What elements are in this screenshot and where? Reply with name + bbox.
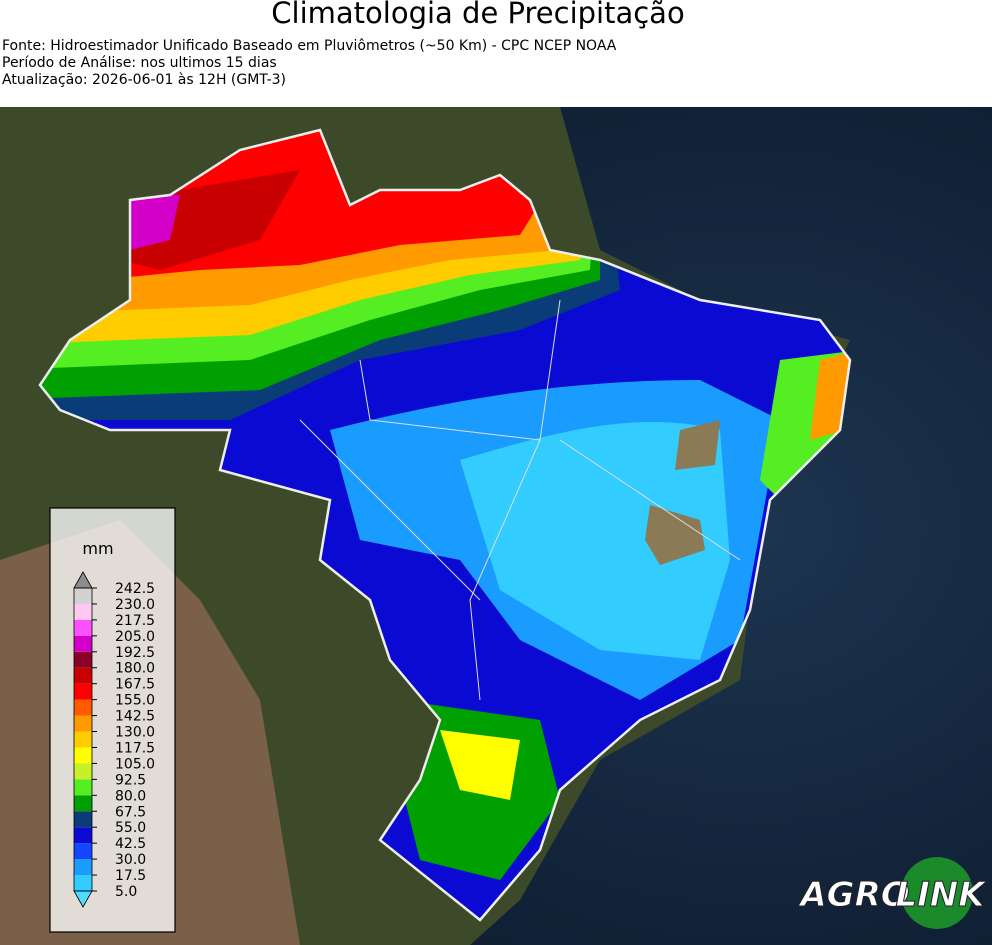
colorbar-segment	[74, 619, 92, 636]
colorbar-segment	[74, 731, 92, 748]
colorbar-segment	[74, 859, 92, 876]
colorbar-tick-label: 5.0	[115, 884, 137, 900]
colorbar-segment	[74, 763, 92, 780]
logo-left: AGRO	[797, 875, 909, 915]
colorbar-tick-label: 217.5	[115, 613, 155, 629]
colorbar: 5.017.530.042.555.067.580.092.5105.0117.…	[73, 571, 155, 908]
colorbar-tick-label: 80.0	[115, 788, 146, 804]
colorbar-segment	[74, 651, 92, 668]
colorbar-tick-label: 242.5	[115, 581, 155, 597]
period-line: Período de Análise: nos ultimos 15 dias	[2, 55, 277, 71]
colorbar-tick-label: 117.5	[115, 740, 155, 756]
title: Climatologia de Precipitação	[271, 0, 685, 30]
colorbar-tick-label: 67.5	[115, 804, 146, 820]
colorbar-segment	[74, 747, 92, 764]
brazil-border	[38, 128, 852, 922]
colorbar-segment	[74, 635, 92, 652]
colorbar-tick-label: 192.5	[115, 645, 155, 661]
colorbar-segment	[74, 603, 92, 620]
colorbar-tick-label: 230.0	[115, 597, 155, 613]
colorbar-tick-label: 155.0	[115, 693, 155, 709]
colorbar-tick-label: 180.0	[115, 661, 155, 677]
legend-box	[49, 507, 176, 933]
colorbar-segment	[74, 683, 92, 700]
colorbar-segment	[74, 667, 92, 684]
colorbar-tick-label: 92.5	[115, 772, 146, 788]
map: mm 5.017.530.042.555.067.580.092.5105.01…	[0, 107, 992, 945]
colorbar-tick-label: 105.0	[115, 756, 155, 772]
colorbar-tick-label: 142.5	[115, 709, 155, 725]
colorbar-tick-label: 30.0	[115, 852, 146, 868]
colorbar-segment	[74, 715, 92, 732]
logo-right: LINK	[895, 875, 987, 915]
colorbar-segment	[74, 779, 92, 796]
colorbar-tick-label: 55.0	[115, 820, 146, 836]
colorbar-tick-label: 17.5	[115, 868, 146, 884]
colorbar-segment	[74, 875, 92, 891]
colorbar-tick-label: 42.5	[115, 836, 146, 852]
colorbar-tick-label: 130.0	[115, 725, 155, 741]
source-line: Fonte: Hidroestimador Unificado Baseado …	[2, 38, 617, 54]
colorbar-segment	[74, 699, 92, 716]
colorbar-frame	[73, 587, 93, 892]
update-line: Atualização: 2026-06-01 às 12H (GMT-3)	[2, 72, 286, 88]
legend-unit: mm	[82, 539, 113, 558]
colorbar-tick-label: 167.5	[115, 677, 155, 693]
colorbar-segment	[74, 588, 92, 604]
colorbar-segment	[74, 795, 92, 812]
state-borders	[299, 299, 741, 701]
colorbar-segment	[74, 811, 92, 828]
colorbar-tick-label: 205.0	[115, 629, 155, 645]
colorbar-segment	[74, 827, 92, 844]
logo-circle	[901, 857, 973, 929]
colorbar-segment	[74, 843, 92, 860]
